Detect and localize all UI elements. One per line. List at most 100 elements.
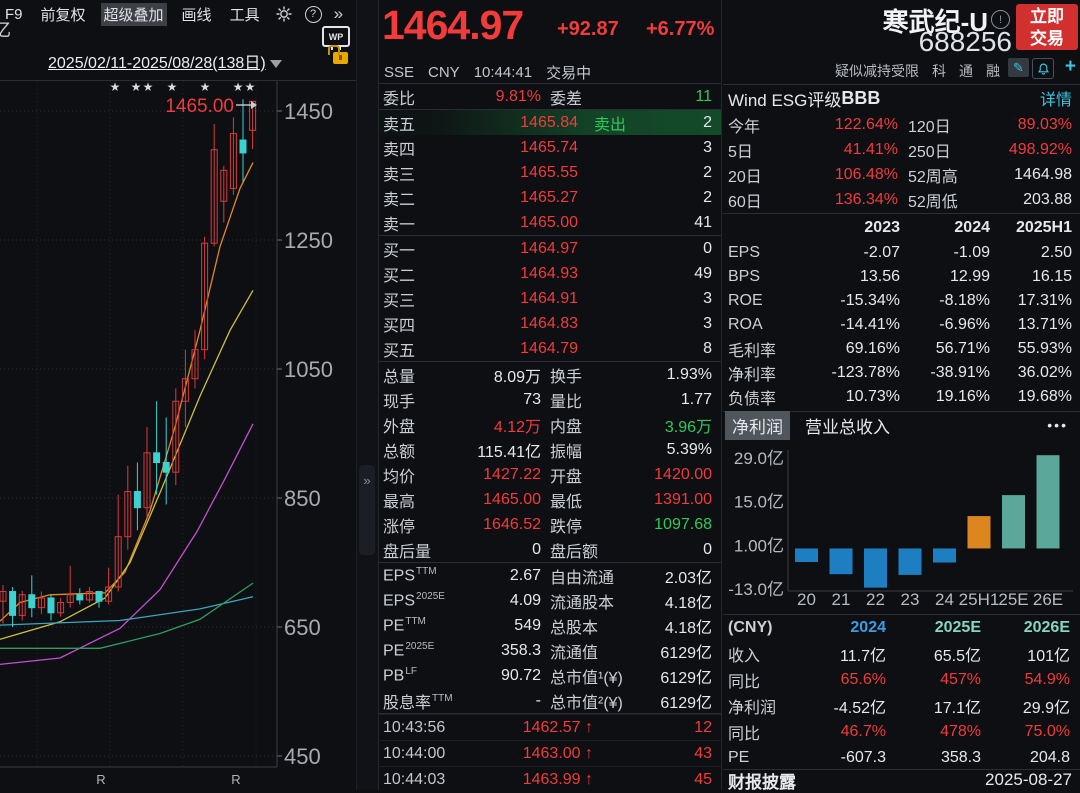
intraday-stats: 总量 8.09万 换手 1.93% 现手 73 量比 1.77 外盘 4.12万 内盘 3.96万 总额… (378, 362, 721, 562)
gear-icon[interactable] (275, 5, 293, 23)
toolbar-item-超级叠加[interactable]: 超级叠加 (100, 2, 167, 26)
divider (378, 361, 721, 362)
est-metric-label: 同比 (728, 674, 761, 691)
sell-flag[interactable]: 卖出 (593, 116, 626, 134)
ma-magenta (0, 423, 254, 666)
bar-y-tick-label: -13.0亿 (728, 580, 784, 599)
bid-row[interactable]: 买一 1464.97 0 (378, 236, 721, 261)
stat-label: 开盘 (550, 468, 583, 486)
bar-24 (933, 548, 956, 563)
ex-rights-mark: R (231, 772, 240, 787)
esg-detail-link[interactable]: 详情 (1039, 92, 1072, 109)
ask-row[interactable]: 卖三 1465.55 2 (378, 160, 721, 185)
valuation-label: PBLF (383, 665, 418, 685)
est-col-header: (CNY) (728, 619, 773, 636)
help-icon[interactable]: ? (304, 5, 322, 23)
trade-now-button[interactable]: 立即 交易 (1016, 4, 1078, 50)
add-plus-icon[interactable]: + (1064, 56, 1076, 77)
ask-price: 1465.55 (520, 163, 578, 181)
board-tag-科: 科 (932, 63, 946, 79)
perf-label: 5日 (728, 143, 753, 161)
stat-row: 总量 8.09万 换手 1.93% (378, 362, 721, 387)
perf-label: 52周低 (908, 193, 958, 211)
ask-levels: 卖五 1465.84 卖出 2 卖四 1465.74 3 卖三 1465.55 2 卖二 1465.2… (378, 110, 721, 235)
stat-label: 最低 (550, 493, 583, 511)
fin-value: 13.56 (859, 268, 900, 285)
fin-value: -123.78% (831, 364, 901, 381)
est-row: PE -607.3 358.3 204.8 (723, 745, 1080, 771)
toolbar-item-画线[interactable]: 画线 (181, 6, 212, 24)
fin-value: -6.96% (939, 316, 990, 333)
divider (378, 713, 721, 714)
valuation-value: 6129亿 (660, 644, 712, 662)
valuation-label: 股息率TTM (383, 693, 453, 712)
est-metric-label: 净利润 (728, 700, 777, 717)
bar-x-label: 21 (832, 590, 851, 609)
ask-label: 卖五 (383, 116, 416, 134)
candle-body (124, 491, 132, 538)
ask-row[interactable]: 卖二 1465.27 2 (378, 185, 721, 210)
collapse-handle[interactable]: » (359, 465, 375, 555)
esg-row: Wind ESG评级 BBB 详情 (723, 86, 1080, 110)
ask-volume: 2 (703, 163, 712, 181)
perf-value: 41.41% (843, 140, 898, 158)
axis-unit-label: 亿 (0, 20, 11, 40)
fin-value: 2.50 (1040, 244, 1072, 261)
bid-volume: 49 (694, 264, 712, 282)
ask-price: 1465.74 (520, 138, 578, 156)
weibi-label: 委比 (383, 90, 416, 108)
price-header: 1464.97 +92.87 +6.77% (378, 0, 721, 62)
toolbar-item-F9[interactable]: F9 (5, 5, 23, 23)
ask-row[interactable]: 卖五 1465.84 卖出 2 (378, 110, 721, 135)
y-axis-label: 850 (284, 486, 321, 511)
alert-bell-icon[interactable] (1032, 58, 1054, 79)
valuation-row: EPS2025E 4.09 流通股本 4.18亿 (378, 588, 721, 613)
stat-row: 涨停 1646.52 跌停 1097.68 (378, 512, 721, 537)
bid-row[interactable]: 买四 1464.83 3 (378, 311, 721, 336)
stat-label: 盘后量 (383, 543, 432, 561)
bid-row[interactable]: 买三 1464.91 3 (378, 286, 721, 311)
tab-net-profit[interactable]: 净利润 (725, 410, 790, 440)
candle-body (172, 400, 180, 473)
toolbar-item-前复权[interactable]: 前复权 (40, 6, 86, 24)
y-axis-label: 1450 (284, 99, 333, 124)
bar-25H1 (967, 516, 991, 549)
toolbar-overflow-icon[interactable]: » (333, 4, 344, 23)
stat-value: 115.41亿 (477, 443, 541, 461)
currency-label: CNY (428, 64, 460, 81)
tab-total-revenue[interactable]: 营业总收入 (805, 417, 890, 437)
more-dots-icon[interactable]: ••• (1047, 417, 1068, 433)
fin-value: 16.15 (1031, 268, 1072, 285)
bid-row[interactable]: 买二 1464.93 49 (378, 261, 721, 286)
info-icon[interactable]: ! (991, 10, 1010, 29)
ask-price: 1465.27 (520, 188, 578, 206)
fin-value: 56.71% (935, 340, 990, 357)
bid-row[interactable]: 买五 1464.79 8 (378, 336, 721, 361)
stat-value: 0 (703, 540, 712, 558)
stat-row: 总额 115.41亿 振幅 5.39% (378, 437, 721, 462)
restriction-label: 疑似减持受限 (835, 63, 919, 79)
label-superscript: 2025E (405, 640, 435, 652)
ask-row[interactable]: 卖四 1465.74 3 (378, 135, 721, 160)
event-star-icon: ★ (233, 81, 244, 94)
tick-time: 10:44:00 (383, 744, 446, 762)
fin-value: -8.18% (939, 292, 990, 309)
candle-body (0, 591, 7, 602)
toolbar-item-工具[interactable]: 工具 (229, 6, 260, 24)
wp-monitor-icon[interactable]: WP (322, 26, 350, 50)
edit-pencil-icon[interactable]: ✎ (1008, 58, 1029, 77)
date-range-selector[interactable]: 2025/02/11-2025/08/28(138日) (48, 49, 282, 73)
chevron-down-icon (269, 59, 282, 68)
bid-label: 买三 (383, 292, 416, 310)
esg-label: Wind ESG评级 (728, 90, 842, 110)
valuation-label: 自由流通 (550, 569, 615, 587)
est-value: 11.7亿 (840, 648, 886, 665)
date-range-text: 2025/02/11-2025/08/28(138日) (48, 55, 266, 72)
weibi-value: 9.81% (495, 87, 541, 105)
ask-row[interactable]: 卖一 1465.00 41 (378, 210, 721, 235)
bar-x-label: 22 (866, 590, 885, 609)
fin-row: BPS 13.56 12.99 16.15 (723, 265, 1080, 289)
lock-icon[interactable] (328, 45, 348, 64)
valuation-label: 流通股本 (550, 594, 615, 612)
fin-metric-label: ROE (728, 292, 763, 309)
